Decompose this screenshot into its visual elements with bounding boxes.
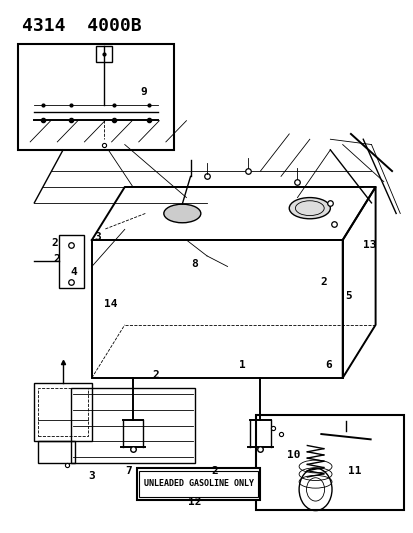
Text: 4314  4000B: 4314 4000B	[22, 17, 141, 35]
Text: UNLEADED GASOLINE ONLY: UNLEADED GASOLINE ONLY	[143, 479, 253, 488]
Text: 10: 10	[286, 450, 299, 460]
Bar	[92, 240, 342, 378]
Text: 3: 3	[88, 471, 95, 481]
Ellipse shape	[289, 198, 330, 219]
Text: 8: 8	[191, 259, 197, 269]
Text: 7: 7	[125, 466, 132, 475]
Bar	[59, 235, 83, 288]
Bar	[71, 389, 194, 463]
Bar	[256, 415, 404, 511]
Bar	[38, 441, 75, 463]
Bar	[34, 383, 92, 441]
Text: 5: 5	[345, 290, 351, 301]
Text: 3: 3	[95, 232, 101, 243]
Text: 2: 2	[320, 277, 327, 287]
Bar	[139, 471, 258, 497]
Ellipse shape	[164, 204, 200, 223]
Text: 2: 2	[152, 370, 159, 380]
Text: 6: 6	[324, 360, 331, 369]
Text: 13: 13	[362, 240, 375, 251]
Text: 2: 2	[51, 238, 58, 248]
Bar	[137, 468, 260, 500]
Bar	[18, 44, 174, 150]
Text: 12: 12	[188, 497, 201, 507]
Text: 11: 11	[347, 466, 361, 475]
Text: 2: 2	[53, 254, 60, 263]
Text: 4: 4	[70, 267, 76, 277]
Bar	[95, 46, 112, 62]
Text: 14: 14	[103, 298, 117, 309]
Bar	[38, 389, 88, 436]
Text: 2: 2	[211, 466, 218, 475]
Text: 1: 1	[238, 360, 245, 369]
Text: 9: 9	[140, 86, 146, 96]
